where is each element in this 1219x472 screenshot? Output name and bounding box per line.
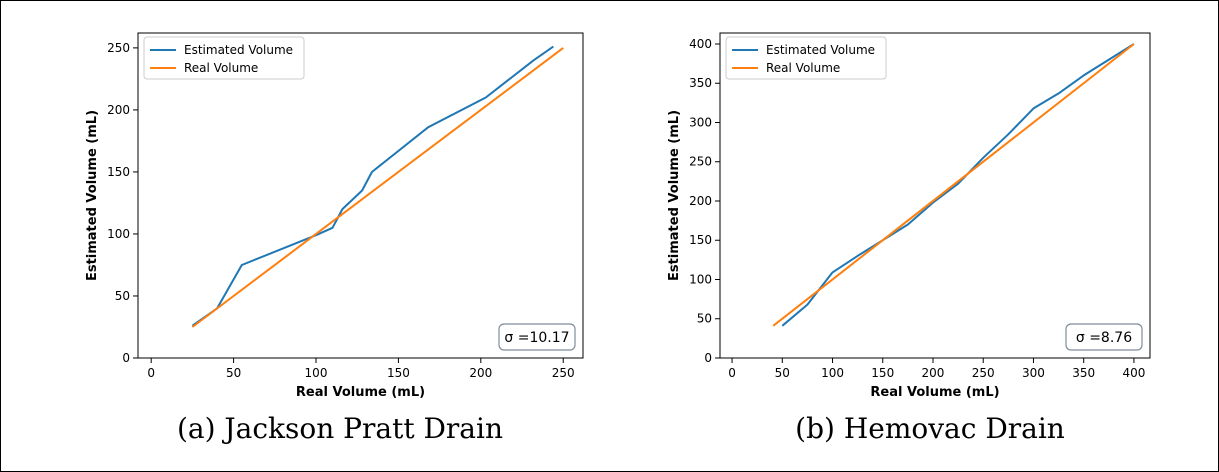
- caption-hemovac: (b) Hemovac Drain: [795, 412, 1065, 445]
- x-tick-label-hv: 0: [728, 366, 736, 380]
- estimated-volume-line-hv: [781, 43, 1135, 327]
- real-volume-line-hv: [772, 43, 1135, 327]
- legend-entry-jp: Estimated Volume: [184, 43, 293, 57]
- legend-entry-hv: Estimated Volume: [766, 43, 875, 57]
- x-tick-label-hv: 200: [922, 366, 945, 380]
- y-tick-label-jp: 50: [115, 289, 130, 303]
- y-tick-label-jp: 100: [107, 227, 130, 241]
- y-tick-label-jp: 200: [107, 103, 130, 117]
- y-tick-label-hv: 300: [689, 115, 712, 129]
- legend-entry-hv: Real Volume: [766, 61, 840, 75]
- y-tick-label-hv: 400: [689, 37, 712, 51]
- real-volume-line-jp: [191, 47, 564, 328]
- y-tick-label-jp: 250: [107, 41, 130, 55]
- y-tick-label-hv: 200: [689, 194, 712, 208]
- chart-jp: 0 50 100 150 200 250 0 50 100 150 200 250 Real Volum…: [85, 32, 584, 400]
- y-tick-label-hv: 100: [689, 272, 712, 286]
- y-tick-label-hv: 50: [697, 312, 712, 326]
- legend-entry-jp: Real Volume: [184, 61, 258, 75]
- x-tick-label-jp: 150: [387, 366, 410, 380]
- x-axis-label-jp: Real Volume (mL): [296, 385, 425, 400]
- y-tick-label-jp: 0: [122, 351, 130, 365]
- x-tick-label-hv: 100: [821, 366, 844, 380]
- y-axis-label-jp: Estimated Volume (mL): [85, 110, 100, 281]
- x-tick-label-hv: 300: [1022, 366, 1045, 380]
- plot-area-hv: [719, 32, 1151, 359]
- x-tick-label-jp: 50: [226, 366, 241, 380]
- sigma-annotation-box-hv: [1065, 323, 1143, 351]
- y-tick-label-hv: 350: [689, 76, 712, 90]
- caption-jackson-pratt: (a) Jackson Pratt Drain: [176, 412, 503, 445]
- y-tick-label-hv: 250: [689, 155, 712, 169]
- legend-hv: [725, 36, 887, 80]
- x-tick-label-hv: 50: [775, 366, 790, 380]
- plot-area-jp: [137, 32, 584, 359]
- y-tick-label-jp: 150: [107, 165, 130, 179]
- estimated-volume-line-jp: [191, 45, 554, 327]
- x-tick-label-jp: 0: [147, 366, 155, 380]
- x-tick-label-jp: 200: [469, 366, 492, 380]
- x-tick-label-hv: 250: [972, 366, 995, 380]
- sigma-annotation-hv: σ =8.76: [1076, 330, 1132, 346]
- x-tick-label-hv: 350: [1072, 366, 1095, 380]
- x-tick-label-jp: 250: [552, 366, 575, 380]
- sigma-annotation-jp: σ =10.17: [504, 330, 569, 346]
- chart-hv: 0 50 100 150 200 250 300 350 400 0 50 100 150 200 250 3…: [667, 32, 1151, 400]
- x-axis-label-hv: Real Volume (mL): [870, 385, 999, 400]
- legend-jp: [143, 36, 305, 80]
- x-tick-label-jp: 100: [305, 366, 328, 380]
- y-tick-label-hv: 150: [689, 233, 712, 247]
- sigma-annotation-box-jp: [498, 323, 576, 351]
- x-tick-label-hv: 150: [871, 366, 894, 380]
- y-tick-label-hv: 0: [704, 351, 712, 365]
- x-tick-label-hv: 400: [1122, 366, 1145, 380]
- y-axis-label-hv: Estimated Volume (mL): [667, 110, 682, 281]
